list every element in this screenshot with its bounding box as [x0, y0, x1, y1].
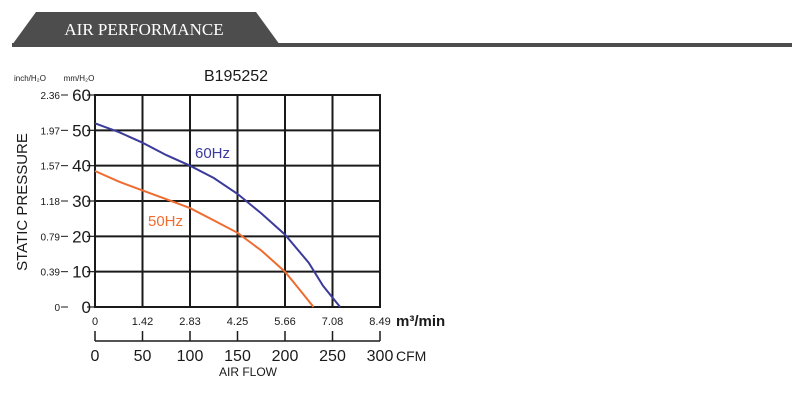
series-line-60hz	[94, 122, 341, 308]
x-tick-label-m3: 5.66	[274, 316, 295, 328]
y-tick-label-inch: 0	[54, 303, 60, 314]
grid-layer	[61, 94, 381, 342]
y-tick-label-inch: 0.79	[41, 232, 61, 243]
series-line-50hz	[94, 170, 315, 308]
y-tick-label-mm: 30	[72, 192, 91, 211]
x-unit-m3: m³/min	[396, 313, 445, 330]
header-tab-shape: AIR PERFORMANCE	[12, 12, 280, 45]
x-tick-label-m3: 1.42	[132, 316, 153, 328]
x-tick-label-m3: 0	[92, 316, 98, 328]
x-tick-label-m3: 4.25	[227, 316, 248, 328]
y-tick-label-mm: 50	[72, 121, 91, 140]
y-tick-label-inch: 0.39	[41, 268, 61, 279]
x-tick-label-cfm: 250	[319, 348, 346, 365]
y-axis-label: STATIC PRESSURE	[14, 133, 31, 271]
x-unit-cfm: CFM	[396, 348, 426, 364]
y-tick-label-inch: 2.36	[41, 91, 61, 102]
section-title: AIR PERFORMANCE	[64, 20, 223, 39]
header-tab-bg	[12, 12, 280, 45]
x-tick-label-m3: 7.08	[322, 316, 343, 328]
header-divider	[12, 43, 792, 47]
series-label-50hz: 50Hz	[148, 213, 183, 230]
x-tick-label-m3: 2.83	[179, 316, 200, 328]
x-axis-label: AIR FLOW	[219, 365, 278, 379]
y-tick-label-mm: 40	[72, 157, 91, 176]
y-tick-label-mm: 60	[72, 86, 91, 105]
y-tick-label-inch: 1.57	[41, 162, 61, 173]
y-unit-inch: inch/H₂O	[14, 74, 46, 83]
series-layer	[94, 122, 341, 308]
y-tick-label-mm: 20	[72, 227, 91, 246]
section-header-tab: AIR PERFORMANCE	[12, 12, 282, 45]
x-tick-label-cfm: 300	[367, 348, 394, 365]
x-tick-label-cfm: 0	[91, 348, 100, 365]
y-tick-label-mm: 0	[82, 298, 91, 317]
x-tick-label-cfm: 50	[134, 348, 152, 365]
x-tick-label-cfm: 150	[224, 348, 251, 365]
y-tick-label-mm: 10	[72, 263, 91, 282]
x-tick-label-cfm: 200	[272, 348, 299, 365]
y-tick-label-inch: 1.18	[41, 197, 61, 208]
chart-title: B195252	[204, 68, 268, 85]
y-tick-label-inch: 1.97	[41, 126, 61, 137]
x-tick-label-m3: 8.49	[369, 316, 390, 328]
series-label-60hz: 60Hz	[195, 145, 230, 162]
y-unit-mm: mm/H₂O	[64, 74, 95, 83]
x-tick-label-cfm: 100	[177, 348, 204, 365]
